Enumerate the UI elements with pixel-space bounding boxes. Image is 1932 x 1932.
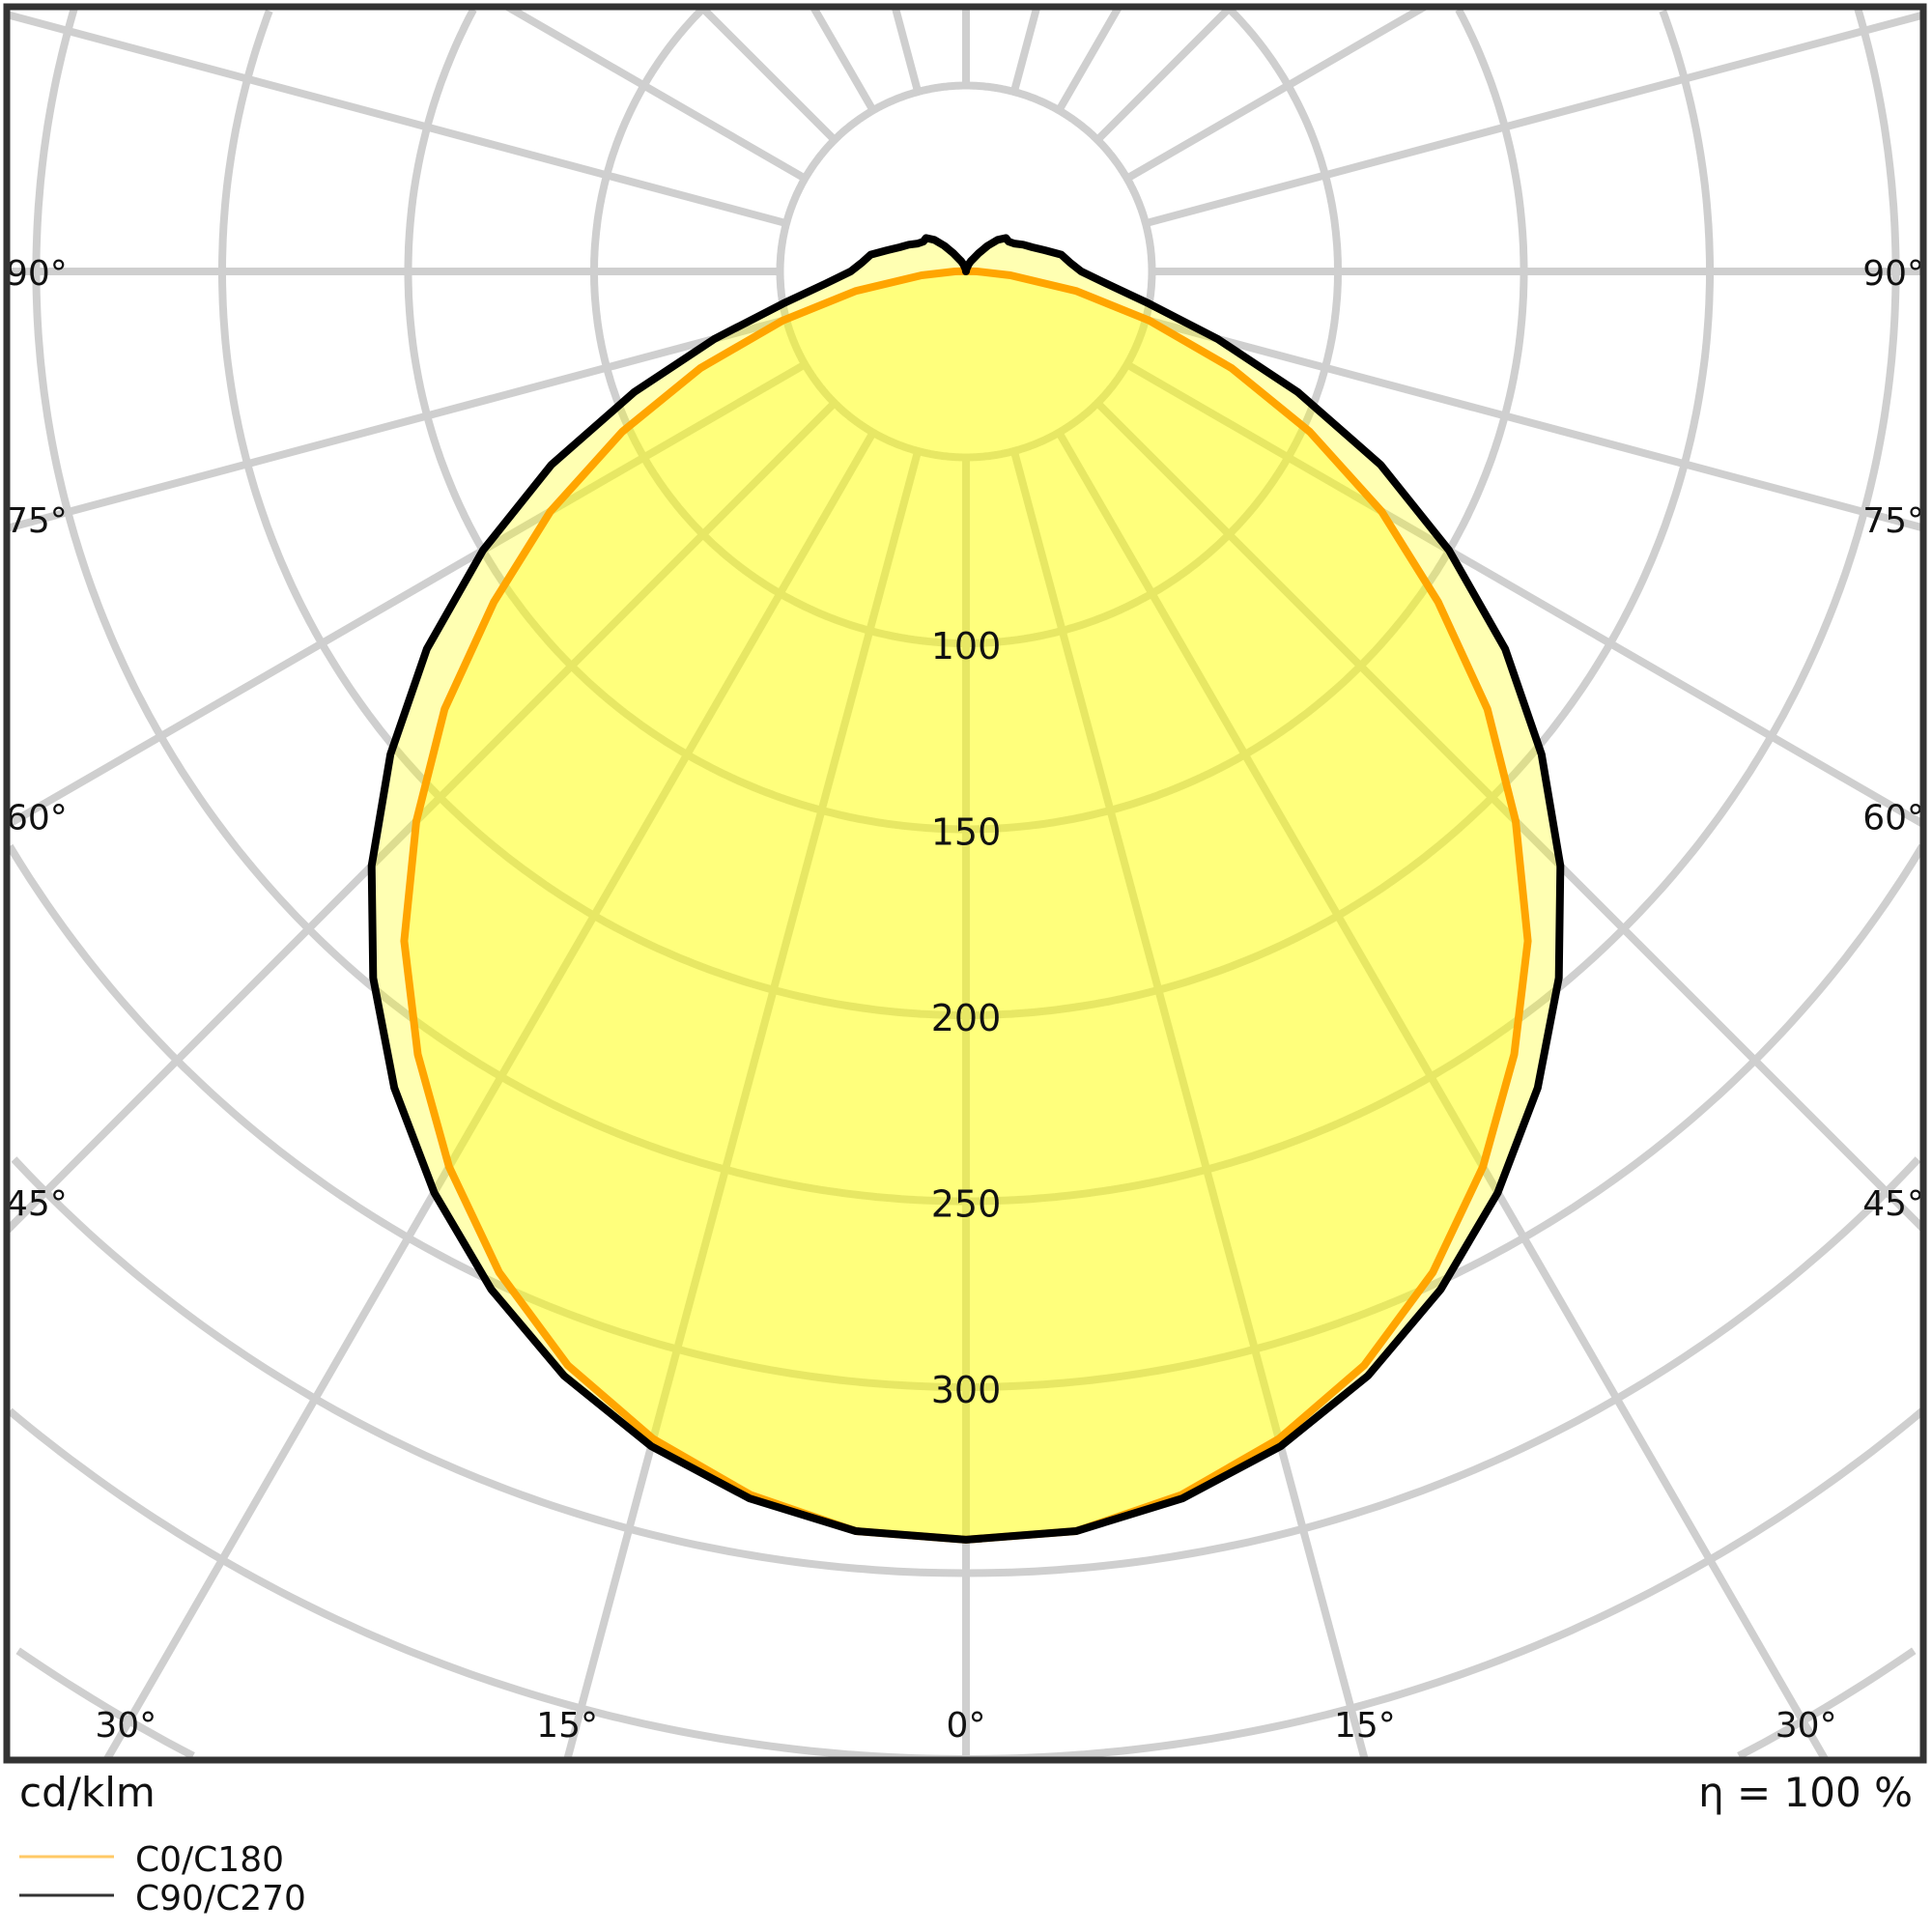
angle-label-right: 75°	[1862, 501, 1924, 541]
angle-label-bottom: 30°	[95, 1706, 156, 1746]
radial-tick-label: 100	[931, 625, 1002, 668]
grid-spoke-285	[7, 315, 788, 532]
grid-ring-400	[7, 1407, 1923, 1760]
fill-c90-c270	[371, 238, 1561, 1540]
angle-tick-labels: 90° 90° 75° 75° 60° 60° 45° 45° 30° 15° 0° 15° 30°	[6, 254, 1924, 1746]
grid-spoke-15	[1009, 449, 1369, 1760]
curves	[367, 234, 1565, 1544]
radial-tick-labels: 100 150 200 250 300	[931, 625, 1002, 1411]
angle-label-bottom: 15°	[536, 1706, 598, 1746]
curve-c90-c270	[367, 234, 1565, 1544]
angle-label-right: 60°	[1862, 798, 1924, 838]
grid-spoke-75	[1144, 315, 1923, 532]
angle-label-left: 45°	[6, 1184, 68, 1224]
grid-spoke-345	[563, 449, 923, 1760]
radial-tick-label: 300	[931, 1369, 1002, 1411]
grid-spoke-225	[698, 7, 838, 143]
grid-spoke-30	[1055, 430, 1830, 1760]
grid-spoke-105	[1144, 11, 1923, 228]
grid-spoke-255	[7, 11, 788, 228]
grid-ring-100	[590, 7, 1342, 647]
angle-label-bottom: 30°	[1776, 1706, 1837, 1746]
radial-tick-label: 150	[931, 811, 1002, 854]
grid-spoke-330	[102, 430, 877, 1760]
grid-spoke-120	[1124, 7, 1427, 183]
radial-tick-label: 200	[931, 997, 1002, 1039]
grid-ring-300	[7, 843, 1923, 1391]
angle-label-left: 75°	[6, 501, 68, 541]
grid-ring-250	[32, 7, 1900, 1206]
efficiency-label: η = 100 %	[1698, 1769, 1913, 1816]
grid-spoke-60	[1124, 360, 1923, 828]
radial-tick-label: 250	[931, 1183, 1002, 1226]
grid-spoke-240	[505, 7, 808, 183]
angle-label-left: 90°	[6, 254, 68, 294]
grid-spoke-165	[1009, 7, 1041, 94]
angle-label-left: 60°	[6, 798, 68, 838]
grid-spoke-135	[1094, 7, 1234, 143]
legend: C0/C180 C90/C270	[19, 1840, 306, 1918]
grid-ring-450	[15, 1647, 1917, 1760]
grid-ring-200	[218, 9, 1714, 1019]
grid-ring-350	[11, 1156, 1921, 1577]
unit-label: cd/klm	[19, 1769, 156, 1816]
plot-frame	[3, 3, 1927, 1764]
legend-label-c90-c270: C90/C270	[135, 1879, 306, 1918]
fill-c0-c180	[404, 270, 1528, 1540]
angle-label-bottom: 0°	[947, 1706, 986, 1746]
grid-ring-150	[404, 8, 1528, 834]
angle-label-right: 45°	[1862, 1184, 1924, 1224]
grid-spoke-210	[810, 7, 877, 113]
angle-label-bottom: 15°	[1334, 1706, 1396, 1746]
polar-grid	[7, 7, 1923, 1760]
grid-spoke-195	[891, 7, 923, 94]
grid-spoke-150	[1055, 7, 1122, 113]
angle-label-right: 90°	[1862, 254, 1924, 294]
grid-spoke-300	[7, 360, 808, 829]
legend-label-c0-c180: C0/C180	[135, 1840, 284, 1880]
